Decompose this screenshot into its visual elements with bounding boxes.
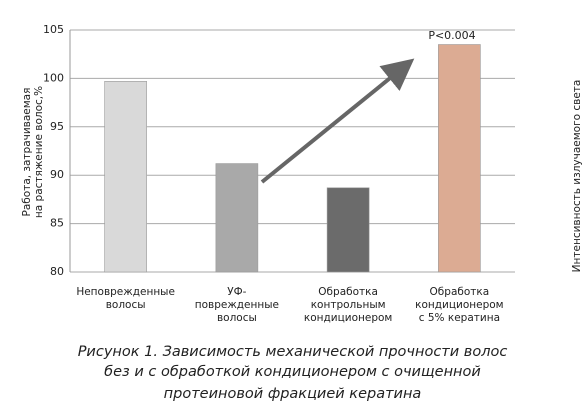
y-axis-label: Работа, затрачиваемая на растяжение воло… [21, 85, 45, 219]
annotation: P<0.004 [428, 29, 475, 42]
y-tick-label: 95 [50, 120, 64, 133]
right-label: Интенсивность излучаемого света [571, 79, 583, 273]
x-tick-label: УФ- поврежденные волосы [194, 286, 279, 324]
caption-line: протеиновой фракцией кератина [163, 386, 422, 402]
bar [215, 163, 259, 273]
y-tick-label: 105 [43, 23, 64, 36]
y-tick-label: 100 [43, 71, 64, 84]
x-tick-label: Обработка кондиционером с 5% кератина [415, 286, 504, 324]
caption-line: без и с обработкой кондиционером с очище… [104, 364, 481, 380]
y-tick-label: 85 [50, 217, 64, 230]
bar [326, 187, 370, 273]
caption-line: Рисунок 1. Зависимость механической проч… [77, 344, 508, 360]
bar [104, 81, 147, 273]
y-tick-label: 90 [50, 168, 64, 181]
trend-arrow [260, 58, 415, 184]
x-tick-label: Неповрежденные волосы [76, 286, 175, 311]
bar [438, 44, 481, 273]
y-tick-label: 80 [50, 265, 64, 278]
x-tick-label: Обработка контрольным кондиционером [303, 286, 393, 324]
